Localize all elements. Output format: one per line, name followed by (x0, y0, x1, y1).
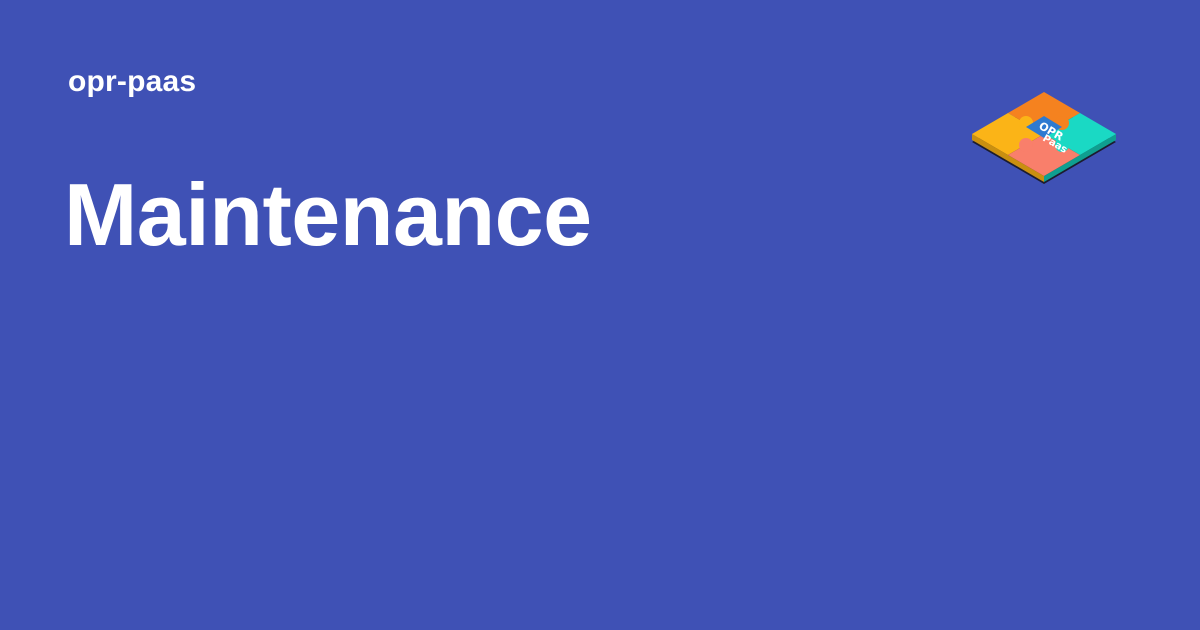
site-name: opr-paas (68, 65, 197, 98)
page-title: Maintenance (64, 165, 592, 264)
opr-paas-puzzle-logo-icon: OPR Paas (966, 76, 1122, 188)
